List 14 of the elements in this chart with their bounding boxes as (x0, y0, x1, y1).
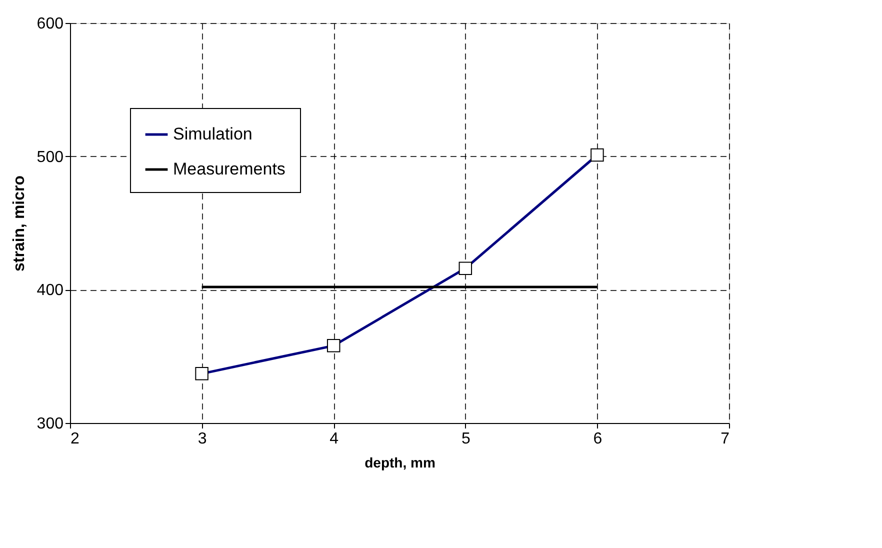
x-tick-label: 4 (330, 430, 339, 448)
y-axis-title: strain, micro (10, 175, 28, 272)
y-tick-label: 300 (36, 416, 64, 432)
y-tick-label: 500 (36, 148, 64, 166)
x-tick-label: 2 (70, 430, 80, 448)
legend-label: Simulation (173, 124, 252, 144)
x-axis-title: depth, mm (364, 454, 436, 470)
x-tick-label: 7 (720, 430, 730, 448)
x-tick-label: 5 (461, 430, 470, 448)
x-tick-label: 3 (198, 430, 207, 448)
y-tick-label: 400 (36, 282, 64, 300)
legend-label: Measurements (173, 160, 286, 178)
y-tick-label: 600 (36, 16, 64, 32)
x-tick-label: 6 (593, 430, 602, 448)
